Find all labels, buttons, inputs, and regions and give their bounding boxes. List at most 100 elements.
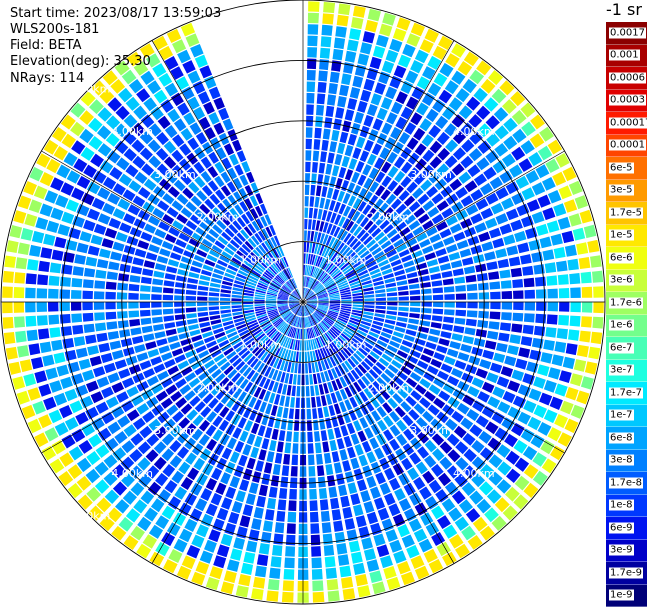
range-gate-cell — [90, 234, 103, 246]
range-gate-cell — [386, 112, 398, 125]
range-gate-cell — [281, 591, 294, 603]
range-gate-cell — [460, 343, 472, 353]
range-gate-cell — [129, 465, 143, 479]
range-gate-cell — [197, 302, 208, 306]
range-gate-cell — [310, 266, 315, 277]
range-gate-cell — [409, 307, 421, 313]
range-gate-cell — [228, 384, 238, 396]
range-gate-cell — [360, 320, 372, 327]
range-gate-cell — [490, 301, 501, 310]
range-gate-cell — [413, 207, 426, 218]
range-gate-cell — [310, 339, 314, 350]
range-gate-cell — [260, 336, 269, 346]
range-gate-cell — [526, 199, 540, 212]
colorbar-level: 6e-9 — [606, 517, 647, 540]
range-gate-cell — [200, 406, 212, 418]
range-gate-cell — [67, 483, 83, 499]
range-gate-cell — [374, 157, 385, 170]
range-gate-cell — [420, 179, 433, 192]
range-rings — [0, 0, 606, 605]
range-gate-cell — [56, 164, 71, 179]
range-gate-cell — [364, 298, 375, 302]
range-gate-cell — [218, 419, 229, 432]
range-gate-cell — [329, 307, 340, 311]
range-gate-cell — [107, 331, 120, 340]
range-gate-cell — [394, 326, 406, 333]
range-gate-cell — [278, 258, 286, 269]
range-gate-cell — [342, 506, 353, 519]
range-gate-cell — [252, 249, 262, 259]
range-gate-cell — [306, 104, 314, 115]
range-gate-cell — [77, 457, 92, 473]
range-gate-cell — [362, 31, 375, 44]
range-gate-cell — [48, 288, 59, 299]
range-gate-cell — [409, 452, 422, 465]
range-gate-cell — [384, 277, 396, 284]
range-gate-cell — [422, 149, 435, 163]
range-gate-cell — [487, 437, 502, 451]
range-gate-cell — [247, 277, 258, 284]
range-gate-cell — [470, 189, 484, 202]
range-gate-cell — [335, 26, 347, 38]
range-gate-cell — [318, 299, 329, 301]
range-gate-cell — [507, 406, 521, 420]
range-gate-cell — [348, 540, 361, 553]
range-gate-cell — [419, 118, 432, 132]
range-gate-cell — [274, 261, 282, 271]
range-gate-cell — [48, 409, 63, 424]
range-gate-cell — [13, 302, 25, 313]
range-gate-cell — [347, 446, 356, 459]
range-gate-cell — [395, 116, 408, 130]
range-gate-cell — [393, 65, 407, 79]
range-gate-cell — [291, 304, 300, 312]
range-gate-cell — [239, 201, 249, 212]
range-gate-cell — [212, 518, 225, 532]
range-gate-cell — [288, 302, 300, 305]
range-gate-cell — [514, 457, 530, 472]
range-gate-cell — [310, 385, 315, 397]
range-gate-cell — [471, 456, 486, 470]
range-gate-cell — [495, 187, 509, 200]
range-gate-cell — [359, 250, 370, 259]
range-gate-cell — [289, 327, 294, 337]
range-gate-cell — [532, 470, 548, 486]
range-gate-cell — [369, 570, 383, 583]
range-gate-cell — [477, 391, 490, 403]
range-gate-cell — [273, 278, 282, 286]
range-gate-cell — [340, 294, 352, 298]
range-gate-cell — [254, 306, 265, 309]
range-gate-cell — [157, 200, 170, 212]
range-gate-cell — [393, 331, 404, 339]
range-ring-label: 3.00km — [154, 424, 196, 437]
range-gate-cell — [307, 253, 311, 265]
range-gate-cell — [186, 283, 198, 290]
range-gate-cell — [147, 80, 161, 95]
range-gate-cell — [290, 466, 298, 477]
range-gate-cell — [371, 211, 382, 222]
range-gate-cell — [363, 235, 373, 246]
range-gate-cell — [151, 302, 162, 308]
range-gate-cell — [395, 203, 407, 215]
elevation-label: Elevation(deg): 35.30 — [10, 54, 151, 69]
range-gate-cell — [346, 251, 356, 261]
range-gate-cell — [419, 39, 434, 54]
range-ring-label: 2.00km — [197, 381, 239, 394]
range-gate-cell — [14, 272, 26, 284]
range-gate-cell — [311, 314, 318, 324]
range-gate-cell — [366, 475, 377, 489]
range-gate-cell — [153, 270, 165, 279]
range-gate-cell — [272, 317, 282, 325]
range-gate-cell — [220, 215, 231, 226]
range-gate-cell — [383, 429, 394, 442]
range-gate-cell — [477, 140, 492, 154]
range-gate-cell — [590, 331, 603, 345]
range-gate-cell — [275, 275, 284, 284]
range-gate-cell — [531, 211, 545, 224]
range-gate-cell — [219, 302, 231, 306]
range-gate-cell — [341, 305, 352, 309]
range-gate-cell — [334, 427, 342, 439]
range-gate-cell — [324, 280, 334, 288]
range-gate-cell — [255, 565, 267, 578]
range-gate-cell — [475, 368, 488, 379]
range-gate-cell — [424, 455, 437, 468]
